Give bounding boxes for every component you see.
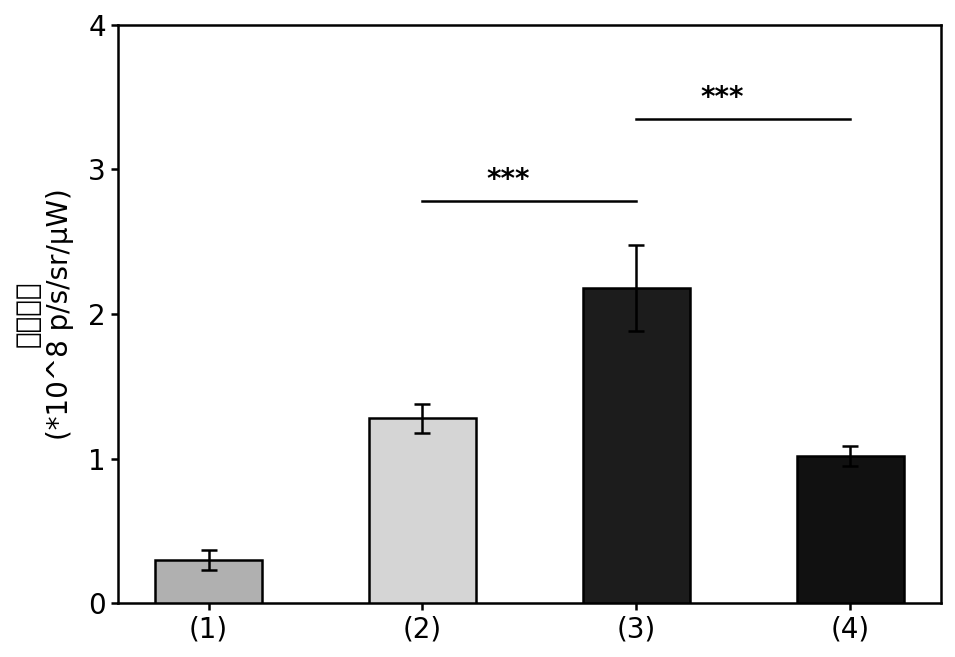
Bar <box>796 456 903 603</box>
Text: ***: *** <box>700 83 744 112</box>
Bar <box>583 288 690 603</box>
Bar <box>155 560 262 603</box>
Y-axis label: 荧光强度
(*10^8 p/s/sr/μW): 荧光强度 (*10^8 p/s/sr/μW) <box>14 188 74 440</box>
Text: ***: *** <box>486 166 530 194</box>
Bar <box>369 419 476 603</box>
